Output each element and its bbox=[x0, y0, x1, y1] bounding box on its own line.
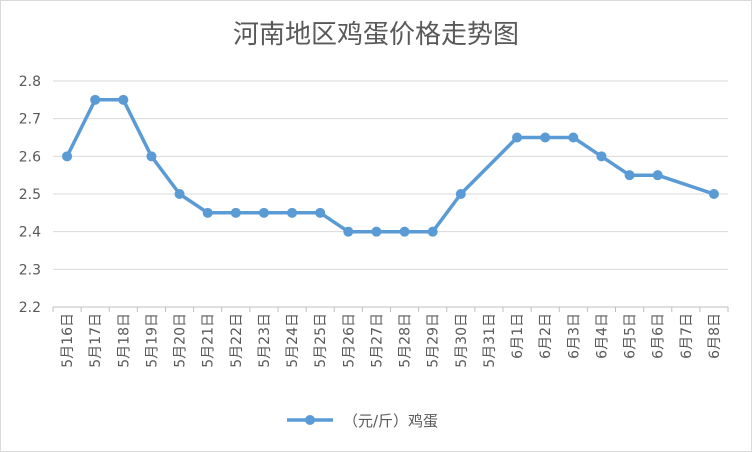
data-point bbox=[202, 207, 213, 218]
x-tick-label: 5月26日 bbox=[341, 313, 357, 368]
data-point bbox=[258, 207, 269, 218]
data-point bbox=[652, 170, 663, 181]
data-point bbox=[427, 226, 438, 237]
x-tick-label: 5月22日 bbox=[229, 313, 245, 368]
data-point bbox=[118, 94, 129, 105]
y-tick-label: 2.4 bbox=[19, 225, 41, 241]
x-tick-label: 5月30日 bbox=[454, 313, 470, 368]
x-tick-label: 6月3日 bbox=[566, 313, 582, 359]
x-tick-label: 5月24日 bbox=[285, 313, 301, 368]
x-tick-label: 6月4日 bbox=[594, 313, 610, 359]
y-tick-label: 2.7 bbox=[19, 112, 41, 128]
x-tick-label: 6月5日 bbox=[623, 313, 639, 359]
x-tick-label: 5月25日 bbox=[313, 313, 329, 368]
x-tick-label: 5月16日 bbox=[60, 313, 76, 368]
data-point bbox=[399, 226, 410, 237]
legend: （元/斤）鸡蛋 bbox=[287, 412, 438, 430]
y-tick-label: 2.8 bbox=[19, 74, 41, 90]
x-tick-label: 5月20日 bbox=[173, 313, 189, 368]
data-point bbox=[540, 132, 551, 143]
x-tick-label: 5月27日 bbox=[369, 313, 385, 368]
x-tick-label: 6月8日 bbox=[707, 313, 723, 359]
y-tick-label: 2.3 bbox=[19, 262, 41, 278]
x-tick-label: 5月28日 bbox=[398, 313, 414, 368]
data-point bbox=[174, 189, 185, 199]
data-point bbox=[568, 132, 579, 143]
legend-label: （元/斤）鸡蛋 bbox=[343, 412, 438, 430]
x-tick-label: 6月7日 bbox=[679, 313, 695, 359]
series-line bbox=[65, 98, 716, 234]
legend-marker bbox=[305, 415, 315, 425]
x-tick-label: 5月18日 bbox=[116, 313, 132, 368]
gridlines bbox=[53, 80, 728, 270]
x-axis bbox=[52, 306, 729, 312]
data-point bbox=[62, 151, 73, 162]
x-tick-label: 5月19日 bbox=[144, 313, 160, 368]
data-point bbox=[287, 207, 298, 218]
y-tick-label: 2.6 bbox=[19, 149, 41, 165]
data-point bbox=[708, 189, 719, 199]
data-point bbox=[371, 226, 382, 237]
y-tick-label: 2.2 bbox=[19, 300, 41, 316]
x-tick-label: 6月2日 bbox=[538, 313, 554, 359]
x-tick-label: 5月29日 bbox=[426, 313, 442, 368]
data-point bbox=[455, 189, 466, 199]
series-egg-price bbox=[62, 94, 719, 237]
y-tick-label: 2.5 bbox=[19, 187, 41, 203]
x-tick-label: 5月31日 bbox=[482, 313, 498, 368]
data-point bbox=[596, 151, 607, 162]
data-point bbox=[90, 94, 101, 105]
chart-title: 河南地区鸡蛋价格走势图 bbox=[233, 20, 519, 50]
data-point bbox=[343, 226, 354, 237]
data-point bbox=[230, 207, 241, 218]
x-tick-label: 6月1日 bbox=[510, 313, 526, 359]
data-point bbox=[624, 170, 635, 181]
data-point bbox=[512, 132, 523, 143]
data-point bbox=[315, 207, 326, 218]
x-axis-ticks: 5月16日 5月17日 5月18日 5月19日 5月20日 5月21日 5月22日 5月23日… bbox=[60, 313, 723, 368]
x-tick-label: 5月21日 bbox=[201, 313, 217, 368]
y-axis-ticks: 2.2 2.3 2.4 2.5 2.6 2.7 2.8 bbox=[19, 74, 41, 316]
x-tick-label: 5月17日 bbox=[88, 313, 104, 368]
data-point bbox=[146, 151, 157, 162]
x-tick-label: 5月23日 bbox=[257, 313, 273, 368]
x-tick-label: 6月6日 bbox=[651, 313, 667, 359]
